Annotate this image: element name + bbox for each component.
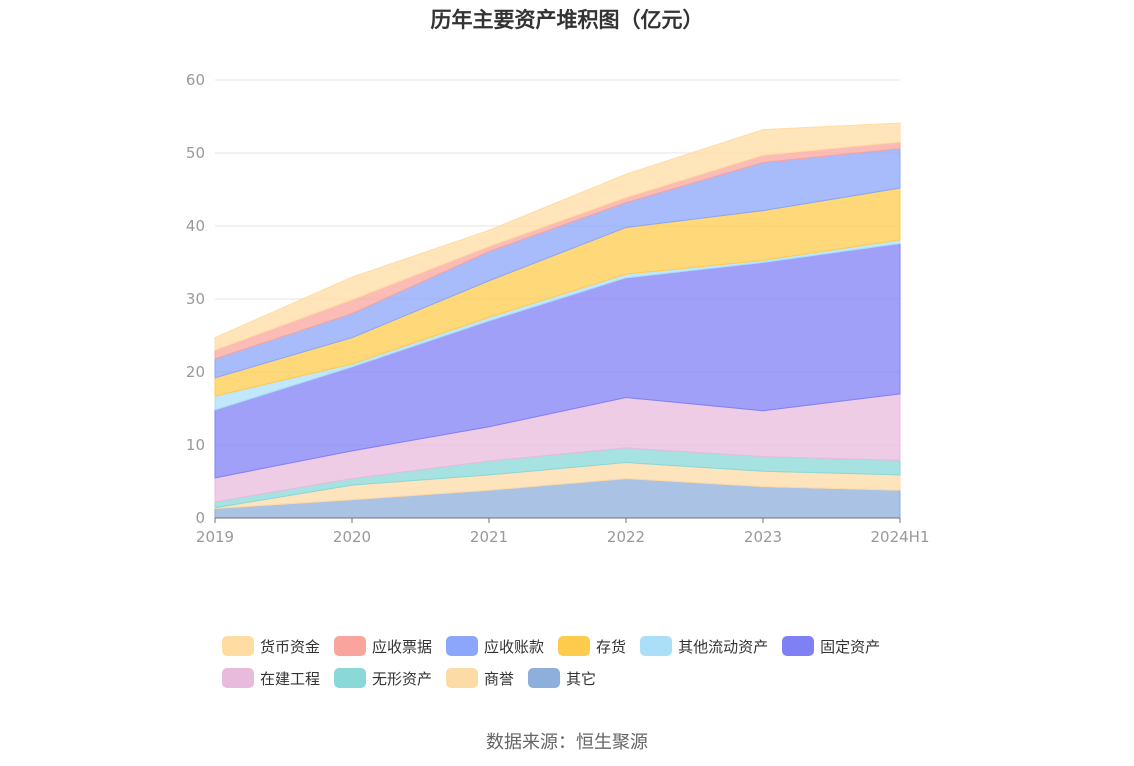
legend-swatch [558, 636, 591, 656]
legend-label: 其它 [566, 669, 597, 688]
legend-item[interactable]: 货币资金 [222, 636, 320, 657]
legend-swatch [222, 636, 254, 656]
y-tick-label: 60 [186, 71, 205, 89]
legend-swatch [334, 636, 367, 656]
x-tick-label: 2024H1 [871, 528, 930, 546]
x-tick-label: 2022 [607, 528, 645, 546]
legend-swatch [222, 668, 254, 688]
legend-label: 其他流动资产 [678, 637, 769, 656]
legend-label: 应收账款 [484, 637, 545, 656]
legend: 货币资金 应收票据 应收账款 存货 其他流动资产 固定资产在建工程 无形资产 商誉 其它 [222, 630, 942, 694]
legend-row: 货币资金 应收票据 应收账款 存货 其他流动资产 固定资产 [222, 630, 942, 662]
y-tick-label: 0 [195, 509, 205, 527]
legend-swatch [334, 668, 367, 688]
legend-item[interactable]: 存货 [558, 636, 626, 657]
y-tick-label: 50 [186, 144, 205, 162]
x-tick-label: 2019 [196, 528, 234, 546]
legend-item[interactable]: 应收票据 [334, 636, 432, 657]
legend-label: 固定资产 [820, 637, 881, 656]
chart-title: 历年主要资产堆积图（亿元） [430, 8, 704, 32]
legend-label: 商誉 [484, 669, 515, 688]
legend-label: 应收票据 [372, 637, 433, 656]
legend-swatch [528, 668, 561, 688]
x-tick-label: 2021 [470, 528, 508, 546]
legend-swatch [640, 636, 673, 656]
legend-item[interactable]: 其它 [528, 668, 596, 689]
legend-swatch [782, 636, 815, 656]
y-tick-label: 10 [186, 436, 205, 454]
legend-label: 在建工程 [260, 669, 321, 688]
x-tick-label: 2020 [333, 528, 371, 546]
legend-item[interactable]: 应收账款 [446, 636, 544, 657]
y-tick-label: 40 [186, 217, 205, 235]
legend-swatch [446, 636, 479, 656]
legend-label: 无形资产 [372, 669, 433, 688]
legend-item[interactable]: 商誉 [446, 668, 514, 689]
legend-item[interactable]: 在建工程 [222, 668, 320, 689]
y-tick-label: 20 [186, 363, 205, 381]
legend-item[interactable]: 无形资产 [334, 668, 432, 689]
data-source: 数据来源：恒生聚源 [486, 732, 648, 753]
y-tick-label: 30 [186, 290, 205, 308]
legend-label: 货币资金 [260, 637, 321, 656]
x-tick-label: 2023 [744, 528, 782, 546]
legend-item[interactable]: 固定资产 [782, 636, 880, 657]
legend-label: 存货 [596, 637, 627, 656]
area-series-货币资金 [214, 122, 901, 351]
legend-swatch [446, 668, 479, 688]
legend-item[interactable]: 其他流动资产 [640, 636, 768, 657]
legend-row: 在建工程 无形资产 商誉 其它 [222, 662, 942, 694]
